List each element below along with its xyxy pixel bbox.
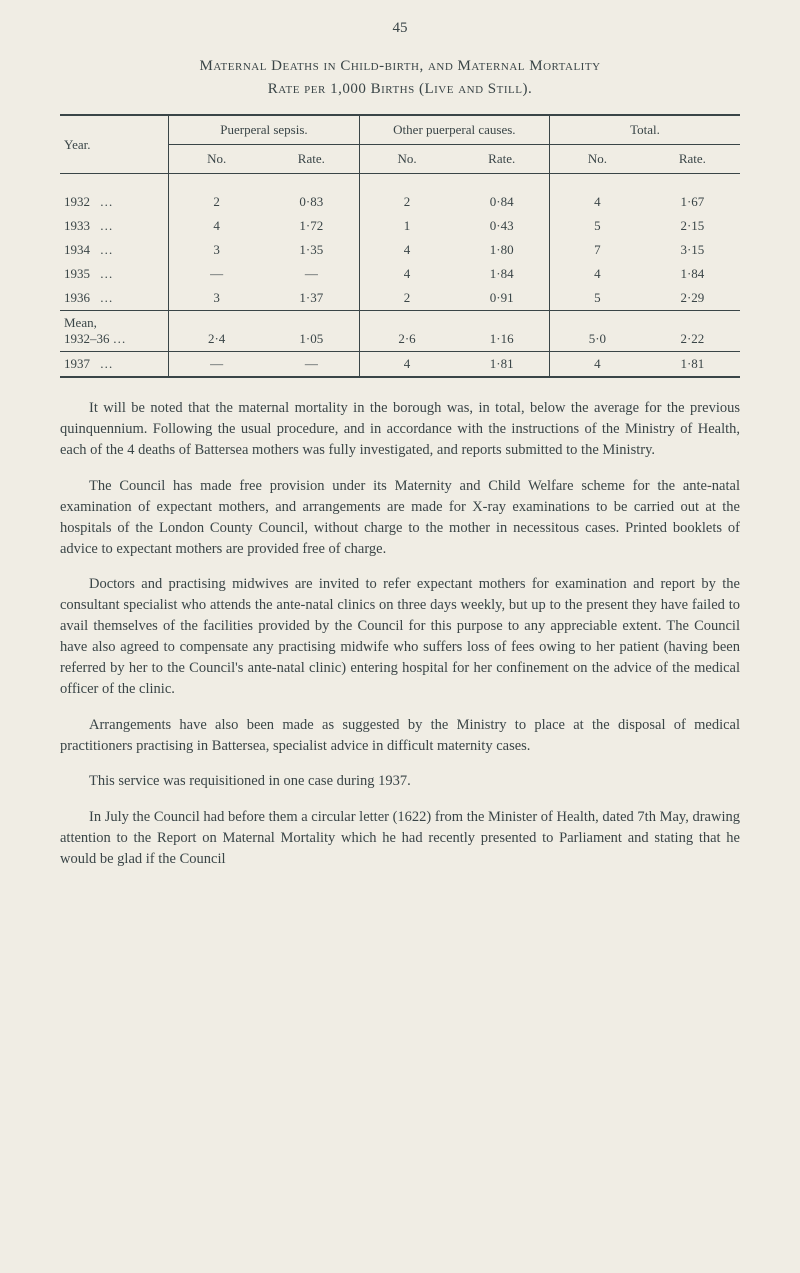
cell-year: 1936 … xyxy=(60,286,169,311)
header-rate: Rate. xyxy=(264,145,359,174)
header-no: No. xyxy=(359,145,454,174)
paragraph-1: It will be noted that the maternal morta… xyxy=(60,398,740,461)
paragraph-6: In July the Council had before them a ci… xyxy=(60,807,740,870)
mortality-table: Year. Puerperal sepsis. Other puerperal … xyxy=(60,114,740,378)
cell-op-rate: 1·16 xyxy=(454,311,549,352)
document-page: 45 Maternal Deaths in Child-birth, and M… xyxy=(0,0,800,924)
cell-op-no: 4 xyxy=(359,238,454,262)
paragraph-3: Doctors and practising midwives are invi… xyxy=(60,574,740,700)
cell-op-no: 2·6 xyxy=(359,311,454,352)
cell-mean-label: Mean, 1932–36 … xyxy=(60,311,169,352)
cell-year: 1932 … xyxy=(60,190,169,214)
cell-ps-rate: 1·05 xyxy=(264,311,359,352)
table-header-row-1: Year. Puerperal sepsis. Other puerperal … xyxy=(60,115,740,145)
title-line-2: Rate per 1,000 Births (Live and Still). xyxy=(268,81,532,97)
cell-t-no: 5 xyxy=(550,286,645,311)
cell-op-rate: 1·84 xyxy=(454,262,549,286)
cell-year: 1934 … xyxy=(60,238,169,262)
cell-t-rate: 1·67 xyxy=(645,190,740,214)
header-no: No. xyxy=(550,145,645,174)
table-row: 1933 … 4 1·72 1 0·43 5 2·15 xyxy=(60,214,740,238)
cell-ps-no: 2 xyxy=(169,190,264,214)
cell-ps-rate: — xyxy=(264,262,359,286)
cell-t-rate: 1·84 xyxy=(645,262,740,286)
cell-t-no: 5 xyxy=(550,214,645,238)
cell-op-no: 4 xyxy=(359,352,454,378)
cell-ps-rate: — xyxy=(264,352,359,378)
header-puerperal-sepsis: Puerperal sepsis. xyxy=(169,115,359,145)
cell-t-rate: 2·29 xyxy=(645,286,740,311)
table-mean-row: Mean, 1932–36 … 2·4 1·05 2·6 1·16 5·0 2·… xyxy=(60,311,740,352)
cell-op-no: 4 xyxy=(359,262,454,286)
cell-year: 1937 … xyxy=(60,352,169,378)
cell-t-no: 4 xyxy=(550,262,645,286)
cell-ps-no: 2·4 xyxy=(169,311,264,352)
cell-op-no: 2 xyxy=(359,190,454,214)
table-row: 1936 … 3 1·37 2 0·91 5 2·29 xyxy=(60,286,740,311)
cell-op-rate: 1·81 xyxy=(454,352,549,378)
cell-t-no: 5·0 xyxy=(550,311,645,352)
cell-op-rate: 1·80 xyxy=(454,238,549,262)
page-number: 45 xyxy=(60,20,740,37)
cell-year: 1933 … xyxy=(60,214,169,238)
cell-ps-rate: 1·37 xyxy=(264,286,359,311)
cell-op-no: 1 xyxy=(359,214,454,238)
cell-ps-no: — xyxy=(169,262,264,286)
cell-ps-no: 3 xyxy=(169,286,264,311)
cell-t-no: 7 xyxy=(550,238,645,262)
cell-op-rate: 0·91 xyxy=(454,286,549,311)
cell-t-rate: 3·15 xyxy=(645,238,740,262)
title-line-1: Maternal Deaths in Child-birth, and Mate… xyxy=(199,58,600,74)
cell-op-rate: 0·43 xyxy=(454,214,549,238)
cell-ps-rate: 1·72 xyxy=(264,214,359,238)
cell-t-no: 4 xyxy=(550,352,645,378)
cell-ps-rate: 1·35 xyxy=(264,238,359,262)
table-row: 1935 … — — 4 1·84 4 1·84 xyxy=(60,262,740,286)
cell-ps-no: — xyxy=(169,352,264,378)
header-rate: Rate. xyxy=(645,145,740,174)
header-other-causes: Other puerperal causes. xyxy=(359,115,549,145)
cell-ps-no: 3 xyxy=(169,238,264,262)
table-row: 1932 … 2 0·83 2 0·84 4 1·67 xyxy=(60,190,740,214)
cell-op-rate: 0·84 xyxy=(454,190,549,214)
cell-t-no: 4 xyxy=(550,190,645,214)
cell-year: 1935 … xyxy=(60,262,169,286)
header-no: No. xyxy=(169,145,264,174)
table-last-row: 1937 … — — 4 1·81 4 1·81 xyxy=(60,352,740,378)
paragraph-4: Arrangements have also been made as sugg… xyxy=(60,715,740,757)
cell-ps-no: 4 xyxy=(169,214,264,238)
cell-ps-rate: 0·83 xyxy=(264,190,359,214)
header-year: Year. xyxy=(60,115,169,174)
header-rate: Rate. xyxy=(454,145,549,174)
table-row: 1934 … 3 1·35 4 1·80 7 3·15 xyxy=(60,238,740,262)
cell-op-no: 2 xyxy=(359,286,454,311)
cell-t-rate: 1·81 xyxy=(645,352,740,378)
document-title: Maternal Deaths in Child-birth, and Mate… xyxy=(60,55,740,100)
paragraph-5: This service was requisitioned in one ca… xyxy=(60,771,740,792)
cell-t-rate: 2·15 xyxy=(645,214,740,238)
header-total: Total. xyxy=(550,115,740,145)
cell-t-rate: 2·22 xyxy=(645,311,740,352)
paragraph-2: The Council has made free provision unde… xyxy=(60,476,740,560)
spacer-row xyxy=(60,174,740,191)
